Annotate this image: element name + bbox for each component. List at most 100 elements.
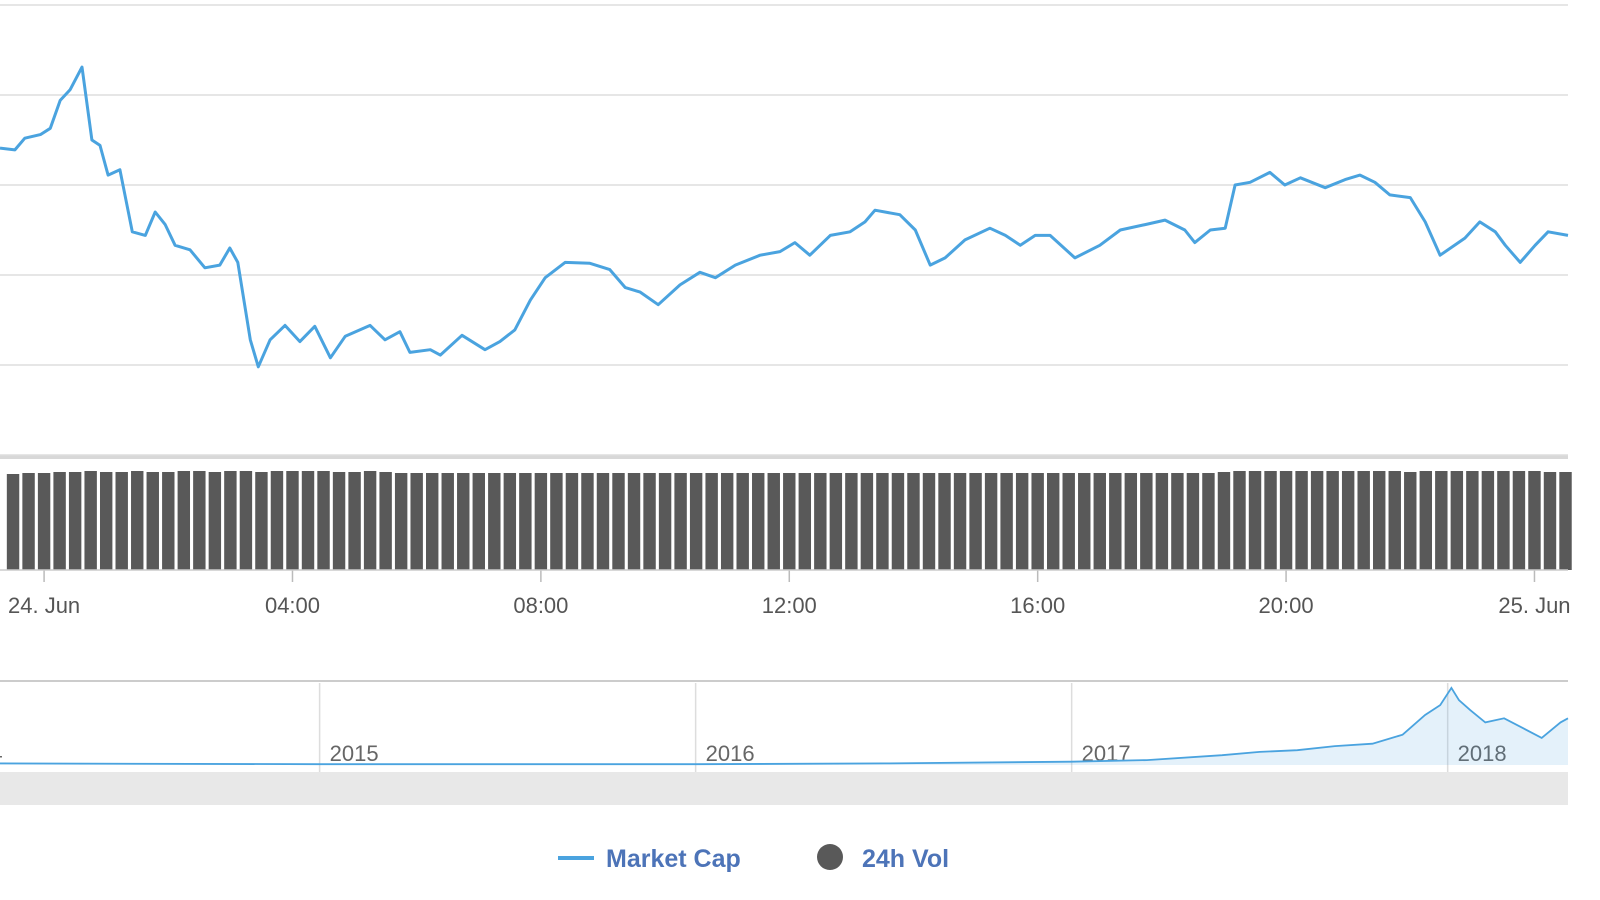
volume-bar — [410, 473, 423, 570]
volume-bar — [1186, 473, 1200, 570]
volume-bar — [643, 473, 656, 570]
volume-bar — [488, 473, 501, 570]
volume-bar — [286, 471, 299, 570]
volume-bar — [752, 473, 765, 570]
volume-bar — [239, 471, 253, 570]
x-tick-label: 08:00 — [513, 593, 568, 618]
volume-bar — [37, 473, 51, 570]
volume-bar — [425, 473, 439, 570]
volume-bar — [1062, 473, 1075, 570]
legend-dot-symbol[interactable] — [817, 844, 843, 870]
volume-bar — [99, 472, 113, 570]
volume-bar — [1279, 471, 1293, 570]
volume-bar — [783, 473, 796, 570]
volume-bar — [208, 472, 222, 570]
volume-bar — [301, 471, 315, 570]
volume-bar — [1528, 471, 1541, 570]
volume-bar — [720, 473, 734, 570]
volume-bar — [1031, 473, 1044, 570]
volume-bar — [767, 473, 780, 570]
volume-bar — [845, 473, 858, 570]
volume-bar — [550, 473, 563, 570]
volume-bar — [53, 472, 66, 570]
volume-bar — [534, 473, 548, 570]
volume-bar — [891, 473, 905, 570]
navigator-area — [0, 687, 1568, 765]
volume-bar — [1171, 473, 1184, 570]
volume-bar — [1481, 471, 1495, 570]
volume-bar — [68, 472, 82, 570]
navigator-tick-label: 2014 — [0, 741, 3, 766]
x-tick-label: 20:00 — [1259, 593, 1314, 618]
volume-bar — [627, 473, 641, 570]
volume-bar — [581, 473, 594, 570]
x-tick-label: 04:00 — [265, 593, 320, 618]
navigator-tick-label: 2015 — [330, 741, 379, 766]
volume-bar — [612, 473, 625, 570]
volume-bar — [177, 471, 191, 570]
volume-bar — [1466, 471, 1479, 570]
volume-bar — [472, 473, 485, 570]
volume-bar — [1357, 471, 1370, 570]
volume-bar — [1310, 471, 1324, 570]
volume-bar — [84, 471, 97, 570]
volume-bar — [270, 471, 284, 570]
volume-bar — [1435, 471, 1448, 570]
navigator-tick-label: 2016 — [706, 741, 755, 766]
volume-bar — [596, 473, 610, 570]
volume-bar — [193, 471, 206, 570]
volume-bar — [860, 473, 874, 570]
navigator-line — [0, 686, 1569, 766]
volume-bar — [1109, 473, 1122, 570]
volume-bar — [1202, 473, 1215, 570]
volume-bar — [1093, 473, 1106, 570]
volume-bar — [1217, 472, 1231, 570]
volume-bar — [1450, 471, 1464, 570]
volume-bar — [1419, 471, 1433, 570]
x-tick-label: 24. Jun — [8, 593, 80, 618]
volume-bar — [938, 473, 951, 570]
volume-bar — [394, 473, 408, 570]
volume-bar — [1295, 471, 1308, 570]
volume-bar — [363, 471, 377, 570]
volume-bar — [1543, 472, 1557, 570]
volume-bar — [1155, 473, 1169, 570]
volume-bar — [457, 473, 470, 570]
volume-bar — [1373, 471, 1386, 570]
volume-bar — [876, 473, 889, 570]
volume-bar — [6, 474, 20, 570]
volume-bar — [1124, 473, 1138, 570]
plot-layer: 24. Jun 04:00 08:00 12:00 16:00 20:00 25. Jun 2… — [0, 4, 1572, 772]
volume-bar — [115, 472, 128, 570]
volume-bar — [1248, 471, 1262, 570]
volume-bar — [1000, 473, 1013, 570]
legend: Market Cap 24h Vol — [558, 844, 949, 873]
volume-bar — [1404, 472, 1417, 570]
volume-bar — [1559, 472, 1572, 570]
volume-bar — [348, 472, 361, 570]
volume-bar — [1388, 471, 1401, 570]
volume-bar — [565, 473, 579, 570]
volume-bar — [689, 473, 703, 570]
navigator-tick-label: 2018 — [1458, 741, 1507, 766]
legend-item[interactable]: Market Cap — [606, 845, 741, 873]
volume-bar — [1233, 471, 1246, 570]
volume-bar — [519, 473, 532, 570]
legend-item[interactable]: 24h Vol — [862, 845, 949, 873]
volume-bar — [736, 473, 749, 570]
volume-bar — [969, 473, 982, 570]
volume-bar — [1140, 473, 1153, 570]
volume-bar — [1046, 473, 1060, 570]
volume-bar — [131, 471, 144, 570]
volume-bar — [22, 473, 35, 570]
volume-bar — [503, 473, 517, 570]
volume-bar — [332, 472, 346, 570]
volume-bar — [1015, 473, 1029, 570]
x-tick-label: 16:00 — [1010, 593, 1065, 618]
volume-bar — [798, 473, 812, 570]
volume-bar — [379, 472, 392, 570]
volume-bar — [907, 473, 920, 570]
volume-bar — [317, 471, 330, 570]
